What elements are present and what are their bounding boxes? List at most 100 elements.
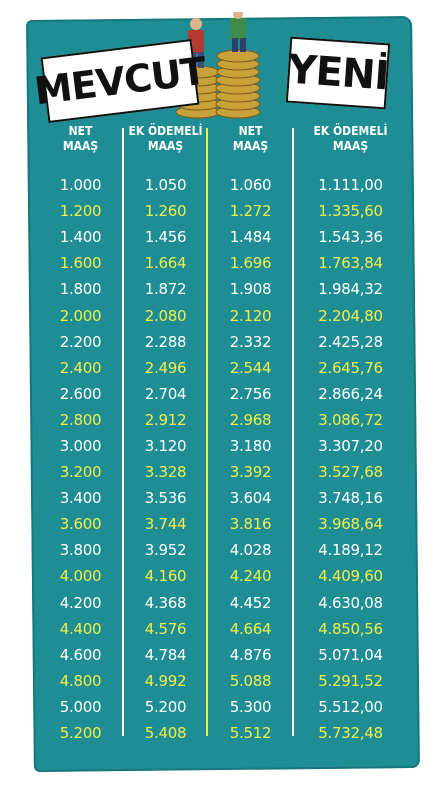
table-cell: 1.060 bbox=[229, 176, 272, 195]
table-cell: 1.272 bbox=[229, 202, 272, 221]
table-cell: 4.850,56 bbox=[318, 619, 383, 638]
table-row: 4.200 4.368 4.452 4.630,08 bbox=[38, 590, 408, 616]
table-row: 2.800 2.912 2.968 3.086,72 bbox=[38, 407, 408, 433]
table-row: 1.600 1.664 1.696 1.763,84 bbox=[38, 250, 408, 276]
table-cell: 2.400 bbox=[59, 358, 102, 377]
table-cell: 5.291,52 bbox=[318, 671, 383, 690]
table-cell: 4.240 bbox=[229, 567, 272, 586]
column-header: EK ÖDEMELİ MAAŞ bbox=[127, 122, 204, 172]
table-cell: 2.800 bbox=[59, 410, 102, 429]
table-cell: 3.328 bbox=[144, 463, 187, 482]
column-header-line: MAAŞ bbox=[332, 139, 369, 153]
table-cell: 1.484 bbox=[229, 228, 272, 247]
column-header-line: EK ÖDEMELİ bbox=[313, 124, 388, 138]
table-cell: 5.408 bbox=[144, 724, 187, 743]
column-header-line: MAAŞ bbox=[147, 139, 184, 153]
table-cell: 4.000 bbox=[59, 567, 102, 586]
column-header-line: NET bbox=[68, 124, 93, 138]
table-cell: 4.189,12 bbox=[318, 541, 383, 560]
table-cell: 2.645,76 bbox=[318, 358, 383, 377]
table-cell: 3.120 bbox=[144, 436, 187, 455]
table-cell: 2.704 bbox=[144, 384, 187, 403]
table-cell: 4.409,60 bbox=[318, 567, 383, 586]
table-cell: 3.392 bbox=[229, 463, 272, 482]
column-divider bbox=[292, 128, 294, 736]
table-row: 3.200 3.328 3.392 3.527,68 bbox=[38, 459, 408, 485]
table-cell: 4.400 bbox=[59, 619, 102, 638]
table-cell: 3.816 bbox=[229, 515, 272, 534]
table-cell: 2.200 bbox=[59, 332, 102, 351]
table-row: 1.000 1.050 1.060 1.111,00 bbox=[38, 172, 408, 198]
table-cell: 4.876 bbox=[229, 645, 272, 664]
table-row: 4.600 4.784 4.876 5.071,04 bbox=[38, 642, 408, 668]
table-cell: 3.536 bbox=[144, 489, 187, 508]
column-header: EK ÖDEMELİ MAAŞ bbox=[299, 122, 403, 172]
table-cell: 1.763,84 bbox=[318, 254, 383, 273]
table-cell: 5.071,04 bbox=[318, 645, 383, 664]
table-cell: 3.180 bbox=[229, 436, 272, 455]
table-row: 1.800 1.872 1.908 1.984,32 bbox=[38, 276, 408, 302]
table-cell: 1.200 bbox=[59, 202, 102, 221]
table-cell: 5.088 bbox=[229, 671, 272, 690]
table-cell: 1.696 bbox=[229, 254, 272, 273]
table-cell: 2.288 bbox=[144, 332, 187, 351]
table-row: 2.400 2.496 2.544 2.645,76 bbox=[38, 355, 408, 381]
table-cell: 2.866,24 bbox=[318, 384, 383, 403]
table-cell: 1.664 bbox=[144, 254, 187, 273]
column-header-line: MAAŞ bbox=[232, 139, 269, 153]
table-cell: 4.800 bbox=[59, 671, 102, 690]
table-cell: 3.200 bbox=[59, 463, 102, 482]
table-row: 3.000 3.120 3.180 3.307,20 bbox=[38, 433, 408, 459]
table-row: 1.400 1.456 1.484 1.543,36 bbox=[38, 224, 408, 250]
table-row: 1.200 1.260 1.272 1.335,60 bbox=[38, 198, 408, 224]
table-cell: 1.872 bbox=[144, 280, 187, 299]
table-cell: 3.968,64 bbox=[318, 515, 383, 534]
table-cell: 4.600 bbox=[59, 645, 102, 664]
table-cell: 2.332 bbox=[229, 332, 272, 351]
table-cell: 4.160 bbox=[144, 567, 187, 586]
column-header-line: NET bbox=[238, 124, 263, 138]
table-cell: 4.576 bbox=[144, 619, 187, 638]
table-cell: 5.200 bbox=[144, 697, 187, 716]
table-cell: 1.600 bbox=[59, 254, 102, 273]
table-cell: 3.744 bbox=[144, 515, 187, 534]
table-header: NET MAAŞ EK ÖDEMELİ MAAŞ NET MAAŞ EK ÖDEMELİ MA… bbox=[38, 122, 408, 172]
table-cell: 4.784 bbox=[144, 645, 187, 664]
table-cell: 5.732,48 bbox=[318, 724, 383, 743]
table-cell: 5.000 bbox=[59, 697, 102, 716]
table-row: 2.000 2.080 2.120 2.204,80 bbox=[38, 302, 408, 328]
column-divider bbox=[122, 128, 124, 736]
table-row: 3.800 3.952 4.028 4.189,12 bbox=[38, 537, 408, 563]
table-cell: 1.050 bbox=[144, 176, 187, 195]
table-cell: 1.111,00 bbox=[318, 176, 383, 195]
table-row: 2.200 2.288 2.332 2.425,28 bbox=[38, 329, 408, 355]
table-cell: 2.425,28 bbox=[318, 332, 383, 351]
table-cell: 2.544 bbox=[229, 358, 272, 377]
table-cell: 2.968 bbox=[229, 410, 272, 429]
table-row: 4.000 4.160 4.240 4.409,60 bbox=[38, 563, 408, 589]
table-cell: 4.452 bbox=[229, 593, 272, 612]
table-cell: 3.527,68 bbox=[318, 463, 383, 482]
table-cell: 3.400 bbox=[59, 489, 102, 508]
table-cell: 3.800 bbox=[59, 541, 102, 560]
table-cell: 3.600 bbox=[59, 515, 102, 534]
table-row: 4.800 4.992 5.088 5.291,52 bbox=[38, 668, 408, 694]
table-cell: 2.080 bbox=[144, 306, 187, 325]
table-cell: 1.908 bbox=[229, 280, 272, 299]
table-cell: 3.086,72 bbox=[318, 410, 383, 429]
table-cell: 4.200 bbox=[59, 593, 102, 612]
table-cell: 5.512,00 bbox=[318, 697, 383, 716]
table-body: 1.000 1.050 1.060 1.111,00 1.200 1.260 1.272 1.… bbox=[38, 172, 408, 746]
table-cell: 4.664 bbox=[229, 619, 272, 638]
table-cell: 2.000 bbox=[59, 306, 102, 325]
table-cell: 1.260 bbox=[144, 202, 187, 221]
column-header: NET MAAŞ bbox=[212, 122, 289, 172]
column-header-line: EK ÖDEMELİ bbox=[128, 124, 203, 138]
salary-table: NET MAAŞ EK ÖDEMELİ MAAŞ NET MAAŞ EK ÖDEMELİ MA… bbox=[38, 122, 408, 746]
table-cell: 1.543,36 bbox=[318, 228, 383, 247]
table-cell: 4.368 bbox=[144, 593, 187, 612]
table-cell: 3.307,20 bbox=[318, 436, 383, 455]
table-cell: 4.992 bbox=[144, 671, 187, 690]
column-header-line: MAAŞ bbox=[62, 139, 99, 153]
table-cell: 1.000 bbox=[59, 176, 102, 195]
